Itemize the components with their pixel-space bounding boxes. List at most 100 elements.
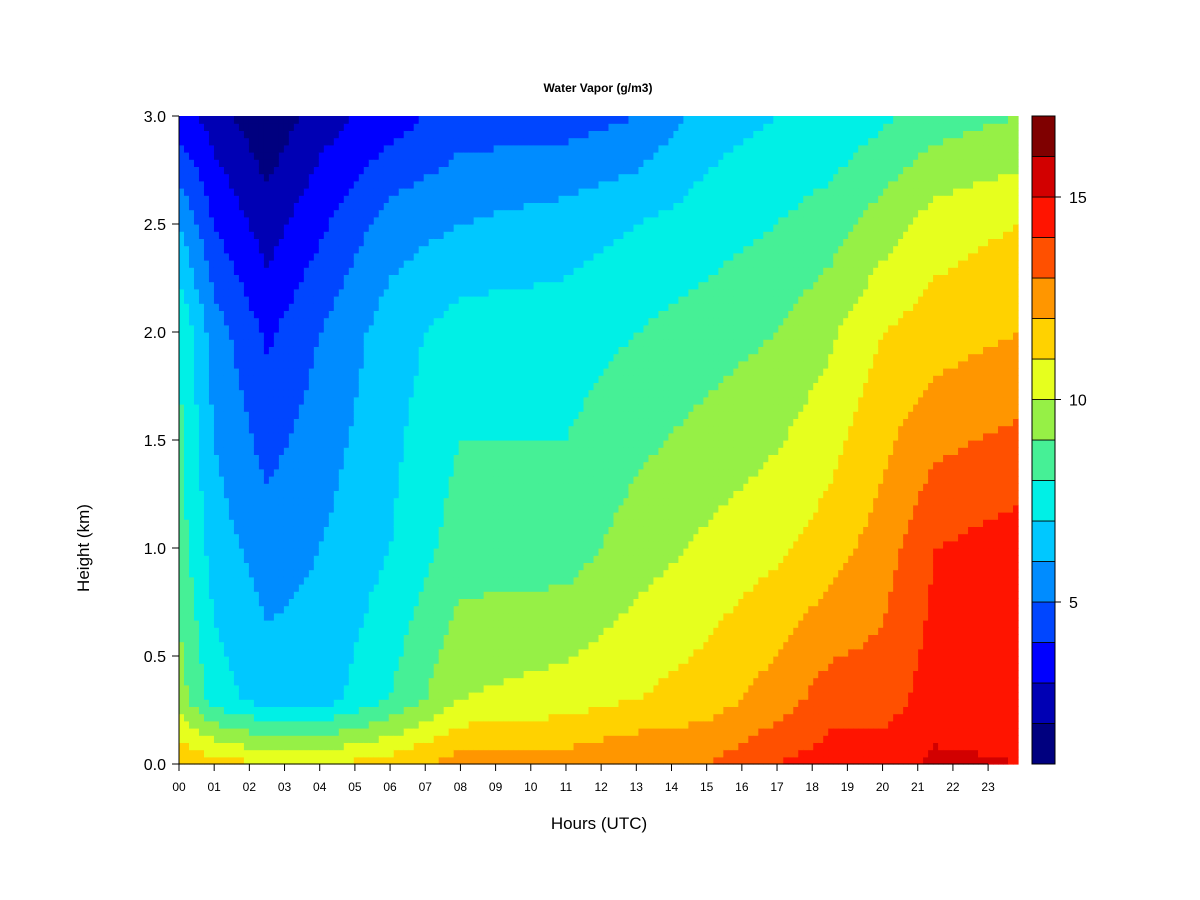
heatmap-cell [228, 267, 235, 275]
heatmap-cell [453, 641, 460, 650]
heatmap-cell [418, 166, 425, 175]
heatmap-cell [393, 713, 400, 722]
heatmap-cell [333, 296, 340, 304]
heatmap-cell [368, 591, 375, 599]
heatmap-cell [338, 735, 345, 743]
heatmap-cell [203, 310, 210, 319]
heatmap-cell [233, 519, 240, 527]
heatmap-cell [318, 152, 325, 160]
heatmap-cell [203, 188, 210, 196]
heatmap-cell [179, 598, 185, 607]
heatmap-cell [428, 440, 435, 448]
heatmap-cell [363, 260, 370, 268]
heatmap-cell [233, 656, 240, 664]
heatmap-cell [293, 231, 300, 239]
heatmap-cell [428, 339, 435, 347]
heatmap-cell [363, 627, 370, 635]
heatmap-cell [183, 231, 190, 239]
heatmap-cell [453, 461, 460, 470]
heatmap-cell [318, 195, 325, 203]
heatmap-cell [313, 310, 320, 319]
heatmap-cell [318, 548, 325, 556]
heatmap-cell [283, 490, 290, 499]
heatmap-cell [318, 116, 325, 124]
heatmap-cell [298, 353, 305, 362]
heatmap-cell [203, 720, 210, 729]
heatmap-cell [323, 677, 330, 686]
heatmap-cell [358, 274, 365, 283]
heatmap-cell [443, 339, 450, 347]
heatmap-cell [193, 447, 200, 455]
heatmap-cell [258, 332, 265, 340]
heatmap-cell [378, 324, 385, 333]
heatmap-cell [258, 144, 265, 153]
heatmap-cell [313, 533, 320, 542]
heatmap-cell [288, 296, 295, 304]
heatmap-cell [188, 281, 195, 290]
heatmap-cell [438, 706, 445, 715]
heatmap-cell [328, 389, 335, 398]
heatmap-cell [218, 418, 225, 427]
heatmap-cell [328, 224, 335, 232]
heatmap-cell [288, 468, 295, 477]
heatmap-cell [408, 447, 415, 455]
heatmap-cell [363, 569, 370, 578]
heatmap-cell [263, 612, 270, 621]
heatmap-cell [303, 720, 310, 729]
heatmap-cell [238, 461, 245, 470]
heatmap-cell [338, 627, 345, 635]
heatmap-cell [298, 440, 305, 448]
heatmap-cell [268, 576, 275, 585]
heatmap-cell [288, 281, 295, 290]
heatmap-cell [323, 684, 330, 693]
heatmap-cell [268, 368, 275, 376]
heatmap-cell [378, 634, 385, 643]
heatmap-cell [308, 483, 315, 491]
heatmap-cell [383, 245, 390, 254]
heatmap-cell [228, 375, 235, 383]
heatmap-cell [428, 490, 435, 499]
heatmap-cell [179, 195, 185, 203]
heatmap-cell [273, 353, 280, 362]
heatmap-cell [198, 569, 205, 578]
heatmap-cell [308, 123, 315, 131]
heatmap-cell [283, 605, 290, 614]
heatmap-cell [383, 274, 390, 283]
heatmap-cell [253, 468, 260, 477]
heatmap-cell [253, 706, 260, 715]
heatmap-cell [363, 504, 370, 513]
heatmap-cell [248, 310, 255, 319]
heatmap-cell [323, 310, 330, 319]
heatmap-cell [423, 260, 430, 268]
heatmap-cell [193, 620, 200, 628]
heatmap-cell [428, 346, 435, 355]
heatmap-cell [433, 188, 440, 196]
heatmap-cell [278, 432, 285, 441]
heatmap-cell [288, 166, 295, 175]
heatmap-cell [278, 368, 285, 376]
heatmap-cell [428, 202, 435, 211]
heatmap-cell [278, 396, 285, 405]
heatmap-cell [343, 720, 350, 729]
heatmap-cell [443, 476, 450, 484]
heatmap-cell [283, 303, 290, 311]
heatmap-cell [228, 303, 235, 311]
heatmap-cell [303, 396, 310, 405]
heatmap-cell [353, 504, 360, 513]
heatmap-cell [228, 569, 235, 578]
heatmap-cell [273, 461, 280, 470]
heatmap-cell [318, 130, 325, 139]
heatmap-cell [243, 353, 250, 362]
heatmap-cell [283, 526, 290, 535]
heatmap-cell [198, 540, 205, 549]
heatmap-cell [298, 728, 305, 736]
heatmap-cell [278, 418, 285, 427]
heatmap-cell [283, 476, 290, 484]
heatmap-cell [288, 188, 295, 196]
heatmap-cell [208, 252, 215, 261]
heatmap-cell [313, 144, 320, 153]
heatmap-cell [338, 670, 345, 679]
heatmap-cell [243, 144, 250, 153]
heatmap-cell [188, 339, 195, 347]
heatmap-cell [188, 540, 195, 549]
